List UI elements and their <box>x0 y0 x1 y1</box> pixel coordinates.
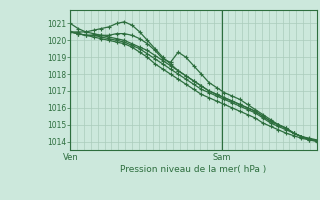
X-axis label: Pression niveau de la mer( hPa ): Pression niveau de la mer( hPa ) <box>120 165 267 174</box>
